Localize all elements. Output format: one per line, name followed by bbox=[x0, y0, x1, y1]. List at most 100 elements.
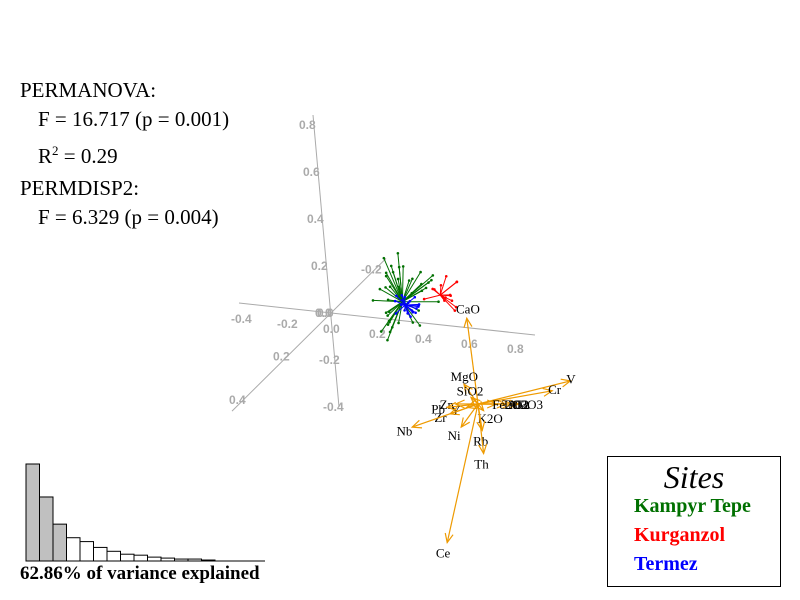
loading-arrowhead bbox=[560, 378, 572, 388]
loading-arrow-pb bbox=[447, 403, 479, 408]
sample-point bbox=[455, 280, 459, 284]
sample-point bbox=[431, 287, 434, 291]
spider-line bbox=[402, 290, 423, 303]
scree-bar bbox=[66, 537, 81, 562]
legend: Sites Kampyr Tepe Kurganzol Termez bbox=[607, 456, 781, 587]
spider-line bbox=[424, 294, 441, 300]
loading-label-v: V bbox=[566, 371, 576, 386]
sample-point bbox=[430, 278, 433, 282]
sample-point bbox=[419, 270, 422, 274]
sample-point bbox=[427, 281, 430, 284]
sample-point bbox=[388, 330, 392, 334]
loading-label-cr: Cr bbox=[548, 382, 562, 397]
loading-label-ga: Ga bbox=[515, 397, 530, 412]
spider-line bbox=[405, 304, 417, 309]
legend-item-kampyr-tepe: Kampyr Tepe bbox=[634, 495, 751, 517]
loading-arrowhead bbox=[502, 399, 514, 409]
sample-point bbox=[394, 312, 398, 315]
legend-title: Sites bbox=[663, 459, 725, 495]
sample-point bbox=[406, 312, 409, 315]
r-squared-base: R bbox=[38, 144, 53, 168]
spider-line bbox=[372, 299, 403, 303]
sample-point bbox=[397, 321, 400, 325]
sample-point bbox=[411, 321, 415, 324]
spider-line bbox=[440, 294, 451, 297]
spider-line bbox=[385, 275, 403, 302]
x-tick-label: 0.0 bbox=[323, 322, 340, 336]
x-axis-line bbox=[238, 302, 536, 336]
loading-arrowhead bbox=[463, 382, 473, 394]
loading-label-ce: Ce bbox=[436, 545, 451, 560]
sample-point bbox=[379, 330, 383, 333]
sample-point bbox=[399, 303, 403, 307]
permanova-label: PERMANOVA: bbox=[20, 78, 157, 102]
sample-point bbox=[386, 338, 389, 342]
loading-label-fe2o3: Fe2O3 bbox=[492, 397, 527, 412]
loading-arrowhead bbox=[444, 532, 454, 545]
y-tick-label: 0.2 bbox=[311, 259, 328, 273]
spider-line bbox=[387, 301, 403, 316]
sample-point bbox=[401, 265, 405, 268]
scree-bar bbox=[93, 546, 108, 562]
sample-point bbox=[384, 271, 388, 275]
spider-line bbox=[439, 281, 458, 296]
group-spiders bbox=[371, 251, 459, 342]
scree-bar bbox=[147, 556, 162, 562]
z-tick-label: 0.2 bbox=[273, 350, 290, 364]
sample-point bbox=[371, 299, 375, 302]
sample-point bbox=[387, 310, 391, 314]
sample-point bbox=[444, 296, 447, 299]
sample-point bbox=[418, 324, 422, 327]
scree-bar bbox=[133, 554, 148, 562]
loading-arrowhead bbox=[478, 443, 488, 455]
sample-point bbox=[449, 294, 452, 298]
z-axis-line bbox=[231, 258, 387, 412]
spider-line bbox=[395, 304, 406, 314]
spider-line bbox=[432, 288, 441, 296]
x-tick-label: -0.4 bbox=[231, 312, 252, 326]
r-squared: R2 = 0.29 bbox=[38, 143, 118, 169]
spider-line bbox=[404, 296, 416, 306]
sample-point bbox=[454, 305, 458, 309]
permdisp-f-stat: F = 6.329 (p = 0.004) bbox=[38, 205, 219, 229]
loading-arrowhead bbox=[410, 419, 423, 429]
sample-point bbox=[409, 315, 412, 319]
loading-arrowhead bbox=[463, 316, 473, 328]
r-squared-value: = 0.29 bbox=[58, 144, 118, 168]
spider-line bbox=[402, 283, 422, 303]
z-tick-label: 0.4 bbox=[229, 393, 246, 407]
sample-point bbox=[411, 310, 415, 314]
loading-label-cao: CaO bbox=[456, 301, 480, 316]
loading-label-rb: Rb bbox=[473, 433, 488, 448]
spider-line bbox=[439, 294, 456, 311]
loading-arrowhead bbox=[445, 401, 457, 411]
loading-arrow-mgo bbox=[463, 383, 479, 405]
sample-point bbox=[378, 287, 382, 291]
spider-line bbox=[379, 288, 403, 303]
y-tick-label: 0.6 bbox=[303, 165, 320, 179]
loading-arrow-nb bbox=[412, 403, 479, 428]
sample-point bbox=[390, 325, 394, 329]
sample-point bbox=[414, 311, 417, 315]
sample-point bbox=[403, 295, 407, 299]
loading-arrow-th bbox=[477, 403, 485, 454]
loading-arrow-sio2 bbox=[470, 396, 479, 405]
loading-arrow-ce bbox=[446, 403, 479, 543]
scree-bar bbox=[120, 553, 135, 562]
loading-label-sio2: SiO2 bbox=[457, 384, 484, 399]
spider-line bbox=[439, 276, 447, 296]
sample-point bbox=[382, 256, 386, 260]
sample-point bbox=[450, 299, 454, 303]
spider-line bbox=[401, 295, 406, 306]
loading-arrowhead bbox=[542, 387, 554, 397]
loading-label-zr: Zr bbox=[434, 410, 447, 425]
scree-bar bbox=[39, 496, 54, 562]
legend-item-termez: Termez bbox=[634, 553, 698, 575]
loading-vectors: CaOMgOSiO2VCrGaAl2O3TiO2Fe2O3K2OYZnPbZrN… bbox=[397, 301, 577, 560]
sample-point bbox=[388, 285, 392, 288]
spider-line bbox=[395, 295, 406, 306]
sample-point bbox=[395, 294, 398, 298]
spider-line bbox=[392, 271, 403, 302]
sample-point bbox=[444, 274, 448, 278]
